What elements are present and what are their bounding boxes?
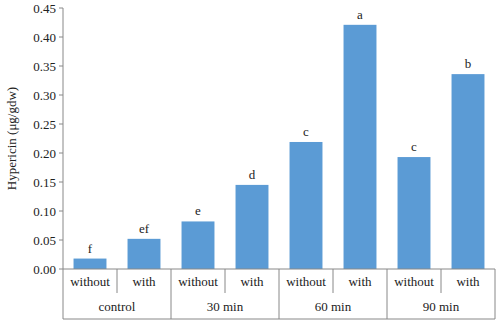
chart-container: f ef e d c a c b 0.00 0.05 0.10 0.15 0.20 0.25 0.30 0.3… [0, 0, 500, 321]
x-tick-label: without [178, 274, 218, 289]
y-tick-label: 0.25 [33, 117, 56, 132]
y-axis [63, 8, 64, 269]
x-tick-label: without [394, 274, 434, 289]
x-tick-label: with [456, 274, 480, 289]
x-tick-label: with [240, 274, 264, 289]
y-tick-label: 0.10 [33, 204, 56, 219]
significance-letter: e [195, 203, 201, 218]
significance-letter: c [303, 124, 309, 139]
significance-letter: ef [139, 221, 150, 236]
y-tick [59, 37, 63, 38]
y-tick-label: 0.05 [33, 233, 56, 248]
x-separator [333, 269, 334, 293]
y-tick-label: 0.00 [33, 262, 56, 277]
bar [398, 157, 431, 269]
x-separator [387, 269, 388, 319]
bar [236, 185, 269, 269]
y-tick-label: 0.35 [33, 59, 56, 74]
significance-letter: b [465, 56, 472, 71]
x-tick-label: with [132, 274, 156, 289]
group-label: control [99, 299, 136, 314]
bar [128, 239, 161, 269]
group-label: 30 min [207, 299, 244, 314]
x-separator [279, 269, 280, 319]
x-separator [171, 269, 172, 319]
bars [74, 25, 485, 269]
x-tick-label: with [348, 274, 372, 289]
bar [452, 74, 485, 269]
bar [182, 221, 215, 269]
x-separator [441, 269, 442, 293]
group-label: 60 min [315, 299, 352, 314]
x-separator [225, 269, 226, 293]
x-tick-label: without [70, 274, 110, 289]
y-tick [59, 8, 63, 9]
significance-letter: a [357, 7, 363, 22]
y-tick [59, 211, 63, 212]
y-tick [59, 240, 63, 241]
group-label: 90 min [423, 299, 460, 314]
bar [74, 259, 107, 269]
bar [344, 25, 377, 269]
y-axis-label: Hypericin (μg/gdw) [4, 87, 19, 190]
significance-letter: c [411, 139, 417, 154]
bar [290, 142, 323, 269]
y-tick [59, 182, 63, 183]
x-tick-label: without [286, 274, 326, 289]
y-tick [59, 66, 63, 67]
y-tick-label: 0.30 [33, 88, 56, 103]
x-separator [117, 269, 118, 293]
y-tick [59, 153, 63, 154]
chart-svg: f ef e d c a c b 0.00 0.05 0.10 0.15 0.20 0.25 0.30 0.3… [0, 0, 500, 321]
significance-letter: d [249, 167, 256, 182]
y-tick-label: 0.45 [33, 1, 56, 16]
y-tick-label: 0.40 [33, 30, 56, 45]
y-tick [59, 95, 63, 96]
y-tick-label: 0.15 [33, 175, 56, 190]
y-tick [59, 269, 63, 270]
y-tick [59, 124, 63, 125]
x-separator [495, 269, 496, 319]
y-tick-label: 0.20 [33, 146, 56, 161]
x-separator [63, 269, 64, 319]
significance-letter: f [88, 241, 93, 256]
